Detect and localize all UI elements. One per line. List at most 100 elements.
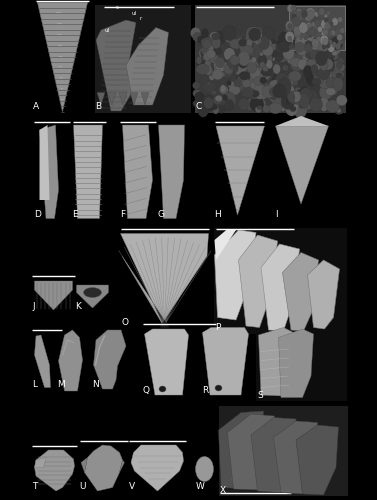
Ellipse shape (253, 43, 263, 56)
Ellipse shape (335, 44, 341, 50)
Ellipse shape (308, 23, 317, 33)
Ellipse shape (238, 98, 248, 110)
Ellipse shape (253, 95, 259, 100)
Ellipse shape (327, 90, 333, 95)
Ellipse shape (249, 32, 263, 44)
Bar (95, 5, 191, 112)
Ellipse shape (331, 61, 341, 71)
Polygon shape (308, 260, 340, 329)
Polygon shape (35, 281, 72, 310)
Text: S: S (257, 391, 263, 400)
Ellipse shape (201, 98, 215, 111)
Ellipse shape (211, 33, 220, 40)
Ellipse shape (281, 106, 285, 112)
Ellipse shape (248, 60, 256, 68)
Ellipse shape (326, 84, 331, 88)
Ellipse shape (312, 64, 321, 72)
Ellipse shape (326, 100, 339, 112)
Ellipse shape (281, 88, 290, 96)
Polygon shape (276, 126, 328, 204)
Ellipse shape (336, 108, 341, 113)
Ellipse shape (215, 385, 222, 391)
Ellipse shape (259, 58, 268, 68)
Ellipse shape (227, 80, 231, 86)
Ellipse shape (291, 80, 298, 86)
Ellipse shape (230, 55, 238, 64)
Ellipse shape (288, 36, 292, 41)
Ellipse shape (262, 47, 274, 62)
Ellipse shape (313, 98, 320, 103)
Ellipse shape (196, 56, 202, 64)
Ellipse shape (283, 26, 296, 42)
Ellipse shape (306, 12, 313, 20)
Ellipse shape (236, 79, 247, 92)
Ellipse shape (239, 72, 250, 80)
Ellipse shape (295, 14, 302, 22)
Ellipse shape (294, 30, 301, 38)
Ellipse shape (326, 10, 330, 16)
Ellipse shape (338, 40, 342, 45)
Polygon shape (74, 125, 103, 218)
Ellipse shape (308, 96, 314, 104)
Polygon shape (251, 418, 296, 492)
Ellipse shape (283, 47, 294, 60)
Ellipse shape (308, 98, 316, 110)
Ellipse shape (220, 64, 234, 78)
Ellipse shape (239, 60, 248, 72)
Ellipse shape (309, 25, 323, 40)
Ellipse shape (274, 84, 286, 94)
Ellipse shape (254, 88, 262, 99)
Ellipse shape (252, 86, 256, 90)
Ellipse shape (311, 40, 319, 50)
Ellipse shape (229, 35, 241, 49)
Ellipse shape (265, 60, 273, 68)
Polygon shape (202, 328, 248, 395)
Ellipse shape (316, 42, 325, 54)
Ellipse shape (224, 32, 231, 38)
Ellipse shape (249, 54, 256, 61)
Ellipse shape (324, 36, 330, 44)
Ellipse shape (263, 106, 270, 112)
Ellipse shape (330, 30, 336, 36)
Ellipse shape (324, 60, 335, 72)
Ellipse shape (282, 64, 288, 72)
Ellipse shape (205, 69, 215, 76)
Ellipse shape (220, 85, 226, 92)
Ellipse shape (336, 73, 342, 78)
Ellipse shape (302, 32, 307, 38)
Ellipse shape (211, 90, 216, 95)
Ellipse shape (209, 104, 217, 110)
Ellipse shape (322, 58, 333, 71)
Ellipse shape (298, 76, 308, 88)
Ellipse shape (310, 98, 323, 112)
Ellipse shape (287, 92, 295, 102)
Ellipse shape (190, 28, 201, 39)
Ellipse shape (265, 42, 275, 54)
Ellipse shape (301, 10, 308, 18)
Ellipse shape (324, 50, 336, 59)
Ellipse shape (202, 81, 216, 92)
Polygon shape (273, 421, 317, 494)
Text: W: W (196, 482, 204, 491)
Text: I: I (276, 210, 278, 219)
Ellipse shape (239, 60, 247, 68)
Ellipse shape (301, 86, 308, 91)
Text: A: A (32, 102, 38, 111)
Ellipse shape (230, 94, 235, 99)
Ellipse shape (278, 85, 288, 95)
Text: J: J (32, 302, 35, 311)
Ellipse shape (300, 51, 311, 62)
Ellipse shape (287, 90, 300, 104)
Ellipse shape (313, 44, 323, 52)
Ellipse shape (262, 104, 267, 108)
Bar (219, 406, 348, 496)
Ellipse shape (299, 48, 307, 55)
Ellipse shape (305, 40, 313, 50)
Polygon shape (144, 329, 188, 395)
Ellipse shape (248, 49, 255, 56)
Ellipse shape (254, 33, 266, 46)
Ellipse shape (285, 77, 294, 86)
Text: V: V (129, 482, 135, 491)
Ellipse shape (323, 58, 333, 70)
Ellipse shape (253, 61, 260, 66)
